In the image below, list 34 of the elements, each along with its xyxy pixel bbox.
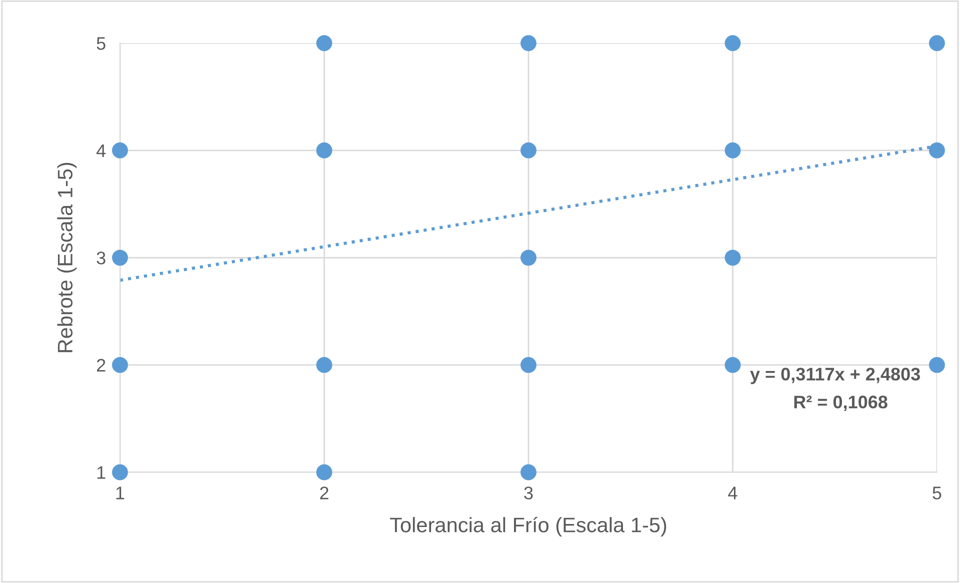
point	[928, 356, 945, 373]
annotation: y = 0,3117x + 2,4803	[750, 368, 920, 384]
point	[520, 142, 536, 158]
annotation: R² = 0,1068	[794, 396, 888, 412]
y-tick-label: 5	[96, 37, 106, 50]
point	[112, 356, 128, 373]
point	[520, 250, 536, 266]
point	[928, 35, 945, 52]
x-axis-title: Tolerancia al Frío (Escala 1-5)	[390, 516, 666, 536]
point	[520, 464, 536, 480]
point	[316, 35, 332, 52]
point	[928, 142, 945, 158]
point	[316, 356, 332, 373]
x-tick-label: 3	[524, 486, 533, 500]
y-tick-label: 4	[96, 144, 106, 157]
point	[112, 142, 128, 158]
x-tick-label: 2	[320, 486, 328, 500]
x-tick-label: 5	[932, 486, 942, 500]
point	[724, 250, 741, 266]
point	[724, 142, 741, 158]
y-tick-label: 2	[96, 358, 106, 372]
point	[112, 250, 128, 266]
y-tick-label: 3	[96, 252, 106, 264]
point	[724, 356, 741, 373]
y-tick-label: 1	[97, 466, 106, 479]
point	[520, 356, 536, 373]
point	[724, 35, 741, 52]
point	[112, 464, 128, 480]
y-axis-title: Rebrote (Escala 1-5)	[57, 162, 77, 352]
point	[316, 464, 332, 480]
x-tick-label: 4	[728, 486, 738, 500]
point	[316, 142, 332, 158]
point	[520, 35, 536, 52]
x-tick-label: 1	[116, 486, 124, 500]
